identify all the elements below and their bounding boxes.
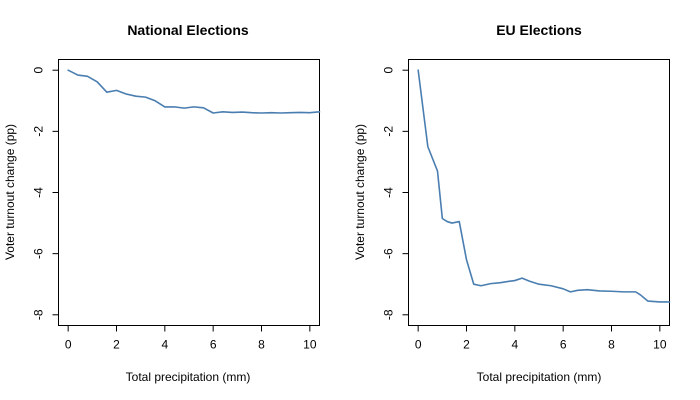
chart-national-elections: National Elections 0 2 4 6 8 10 0 -2 -4 -6 -8 Tot… xyxy=(3,22,321,384)
y-tick-label: -8 xyxy=(32,309,46,320)
y-tick-label: -6 xyxy=(382,248,396,259)
x-axis-label: Total precipitation (mm) xyxy=(126,370,251,384)
x-tick-label: 8 xyxy=(608,338,615,352)
y-axis: 0 -2 -4 -6 -8 xyxy=(32,67,59,320)
series-line xyxy=(67,69,321,114)
chart-eu-elections: EU Elections 0 2 4 6 8 10 0 -2 -4 -6 -8 Total pre… xyxy=(353,22,671,384)
x-tick-label: 4 xyxy=(511,338,518,352)
y-axis: 0 -2 -4 -6 -8 xyxy=(382,67,409,320)
x-tick-label: 4 xyxy=(161,338,168,352)
y-axis-label: Voter turnout change (pp) xyxy=(3,124,17,260)
chart-title: National Elections xyxy=(127,22,249,38)
y-tick-label: -8 xyxy=(382,309,396,320)
x-axis: 0 2 4 6 8 10 xyxy=(65,325,317,352)
x-tick-label: 6 xyxy=(560,338,567,352)
y-axis-label: Voter turnout change (pp) xyxy=(353,124,367,260)
x-tick-label: 0 xyxy=(65,338,72,352)
plot-area xyxy=(408,59,670,326)
x-tick-label: 0 xyxy=(415,338,422,352)
y-tick-label: -2 xyxy=(382,126,396,137)
y-tick-label: -6 xyxy=(32,248,46,259)
y-tick-label: 0 xyxy=(32,67,46,74)
plot-area xyxy=(58,59,320,326)
x-axis: 0 2 4 6 8 10 xyxy=(415,325,667,352)
y-tick-label: 0 xyxy=(382,67,396,74)
x-tick-label: 2 xyxy=(463,338,470,352)
x-tick-label: 10 xyxy=(303,338,317,352)
y-tick-label: -2 xyxy=(32,126,46,137)
x-axis-label: Total precipitation (mm) xyxy=(477,370,602,384)
x-tick-label: 2 xyxy=(113,338,120,352)
chart-title: EU Elections xyxy=(496,22,582,38)
x-tick-label: 8 xyxy=(258,338,265,352)
series-line xyxy=(417,69,671,303)
x-tick-label: 6 xyxy=(210,338,217,352)
y-tick-label: -4 xyxy=(382,187,396,198)
y-tick-label: -4 xyxy=(32,187,46,198)
x-tick-label: 10 xyxy=(653,338,667,352)
